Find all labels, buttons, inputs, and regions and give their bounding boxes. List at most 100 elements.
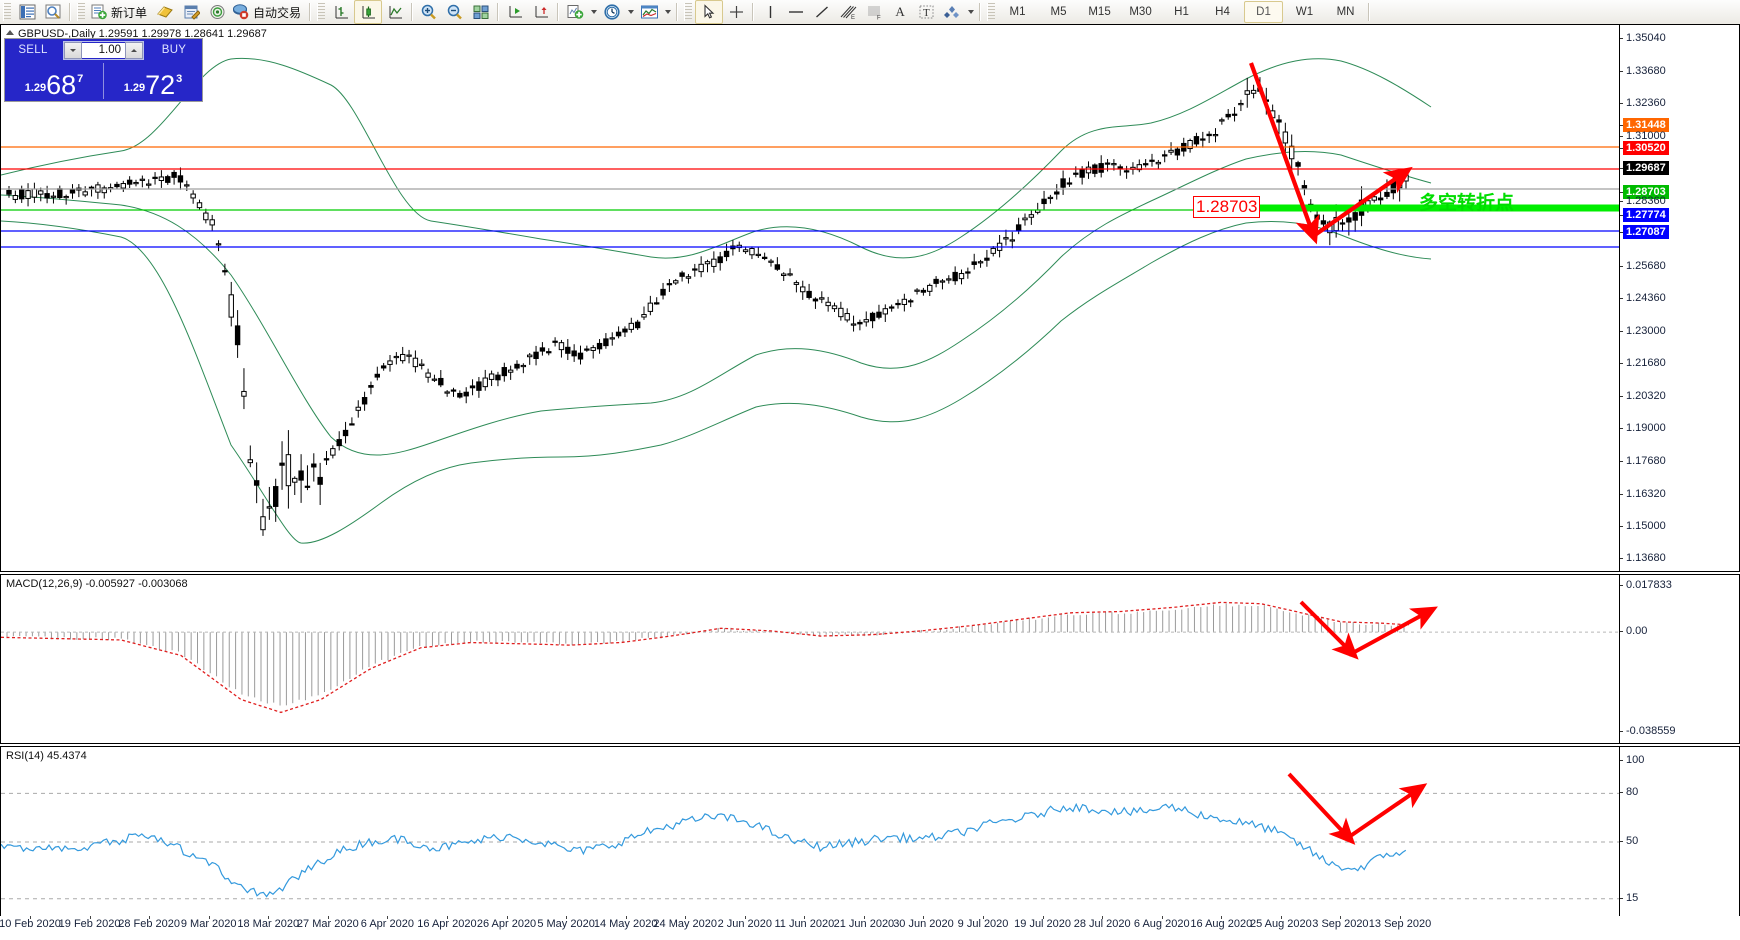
sell-label[interactable]: SELL [18,44,48,56]
candlestick [1015,217,1022,235]
toolbar-grip-3[interactable] [317,3,326,21]
line-chart-icon[interactable] [382,1,408,23]
price-pane[interactable]: GBPUSD-,Daily 1.29591 1.29978 1.28641 1.… [0,24,1740,572]
candlestick [1377,189,1384,212]
candle-body [1028,214,1035,218]
indicators-dropdown-caret[interactable] [588,1,599,23]
candle-body [539,347,546,352]
candlestick [1193,132,1200,148]
timeframe-h1[interactable]: H1 [1174,6,1189,18]
candlestick [184,180,190,191]
time-axis[interactable]: 10 Feb 2020 19 Feb 2020 28 Feb 2020 9 Mar 2… [0,916,1740,940]
tick-dash [1620,200,1623,202]
timeframe-m1[interactable]: M1 [1009,6,1026,18]
toolbar-grip[interactable] [3,3,11,21]
tick-dash [1620,460,1623,462]
macd-axis[interactable]: 0.017833 0.00 -0.038559 [1619,575,1739,743]
strategy-tester-icon[interactable] [152,1,178,23]
candle-body [609,337,615,340]
price-tick-label: 1.23000 [1626,325,1666,338]
price-plot[interactable]: 1.28703 多空转折点 [1,25,1620,571]
templates-icon[interactable] [636,1,662,23]
chart-shift-icon[interactable] [528,1,554,23]
periods-dropdown-caret[interactable] [625,1,636,23]
timeframe-h4[interactable]: H4 [1215,6,1230,18]
periods-icon[interactable] [599,1,625,23]
tile-windows-icon[interactable] [468,1,494,23]
equidistant-channel-icon[interactable]: E [835,1,861,23]
rsi-plot[interactable] [1,747,1620,939]
candlestick [203,208,209,224]
volume-input[interactable]: 1.00 [82,42,125,58]
timeframe-w1[interactable]: W1 [1295,6,1314,18]
shapes-icon[interactable] [939,1,965,23]
toolbar-separator-4 [497,3,500,21]
sell-price-button[interactable]: 1.29 68 7 [5,61,103,101]
volume-decrement-button[interactable] [64,41,82,59]
indicators-icon[interactable] [562,1,588,23]
buy-price-button[interactable]: 1.29 72 3 [104,61,202,101]
timeframe-m15[interactable]: M15 [1088,6,1111,18]
timeframe-m5[interactable]: M5 [1050,6,1067,18]
tick-dash [1620,103,1623,105]
candle-body [984,257,990,261]
turning-point-annotation[interactable]: 多空转折点 [1419,192,1515,214]
candlestick [863,311,869,327]
candlestick-chart-icon[interactable] [354,0,383,24]
zoom-out-icon[interactable] [442,1,468,23]
candlestick [882,304,888,322]
bar-chart-icon[interactable] [328,1,354,23]
expert-advisor-icon[interactable] [204,1,230,23]
fibonacci-icon[interactable]: F [861,1,887,23]
candle-body [1117,166,1123,170]
price-annotation-box[interactable]: 1.28703 [1193,196,1261,218]
candlestick [520,363,527,374]
macd-plot[interactable] [1,575,1620,743]
rsi-axis[interactable]: 1008050150 [1619,747,1739,939]
data-window-icon[interactable] [40,1,66,23]
market-watch-icon[interactable] [14,1,40,23]
toolbar-grip-5[interactable] [987,3,996,21]
cursor-icon[interactable] [695,0,724,24]
one-click-trading-panel[interactable]: SELL 1.00 BUY 1.29 68 7 1.29 72 3 [4,38,203,102]
candlestick [1149,153,1155,167]
auto-trading-button[interactable]: 自动交易 [230,1,306,23]
trendline-icon[interactable] [809,1,835,23]
candlestick [1333,204,1339,238]
volume-increment-button[interactable] [125,41,143,59]
metaeditor-icon[interactable] [178,1,204,23]
candle-body [203,212,209,221]
auto-scroll-icon[interactable] [502,1,528,23]
price-tick-label: 1.30520 [1623,141,1669,156]
candlestick [984,249,990,267]
timeframe-mn[interactable]: MN [1336,6,1355,18]
tick-dash [1620,168,1623,170]
toolbar-grip-4[interactable] [684,3,693,21]
crosshair-icon[interactable] [723,1,749,23]
sell-price-big: 68 [46,70,77,100]
collapse-arrow-icon[interactable] [6,30,14,35]
candlestick [806,283,812,300]
zoom-in-icon[interactable] [416,1,442,23]
macd-pane[interactable]: MACD(12,26,9) -0.005927 -0.003068 0.0178… [0,574,1740,744]
vertical-line-icon[interactable] [757,1,783,23]
shapes-dropdown-caret[interactable] [965,1,976,23]
buy-label[interactable]: BUY [161,44,187,56]
text-label-icon[interactable]: T [913,1,939,23]
candle-body [107,187,114,190]
time-tick-label: 28 Feb 2020 [118,918,181,930]
text-icon[interactable]: A [887,1,913,23]
price-axis[interactable]: 1.35040 1.33680 1.32360 1.31448 1.31000 1.305… [1619,25,1739,571]
rsi-pane[interactable]: RSI(14) 45.4374 1008050150 [0,746,1740,940]
timeframe-d1[interactable]: D1 [1244,1,1284,23]
volume-stepper[interactable]: 1.00 [63,40,144,60]
candlestick [952,266,958,285]
templates-dropdown-caret[interactable] [662,1,673,23]
candle-body [1263,99,1269,102]
candlestick [133,179,139,187]
new-order-button[interactable]: 新订单 [88,1,152,23]
timeframe-m30[interactable]: M30 [1129,6,1152,18]
horizontal-line-icon[interactable] [783,1,809,23]
svg-text:T: T [923,7,930,19]
toolbar-grip-2[interactable] [77,3,85,21]
